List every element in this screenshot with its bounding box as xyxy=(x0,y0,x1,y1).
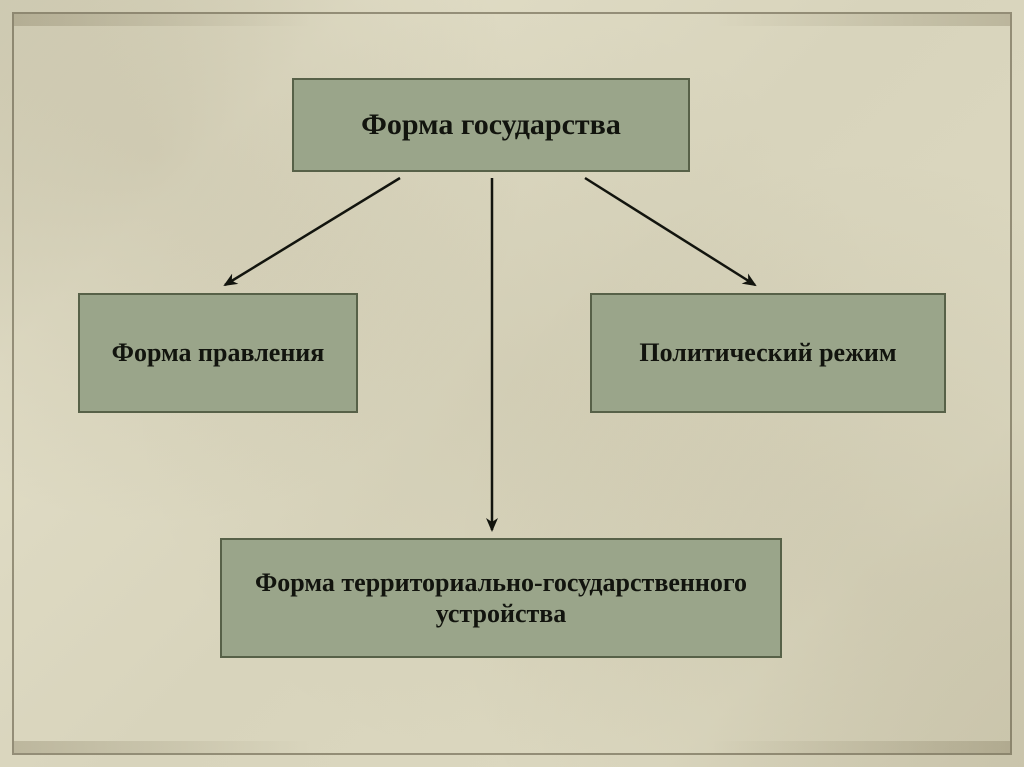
node-bottom-label: Форма территориально-государственного ус… xyxy=(240,567,762,629)
node-root-label: Форма государства xyxy=(361,107,621,143)
slide: Форма государства Форма правления Полити… xyxy=(0,0,1024,767)
node-root: Форма государства xyxy=(292,78,690,172)
arrow xyxy=(225,178,400,285)
node-right-label: Политический режим xyxy=(639,337,896,368)
node-right: Политический режим xyxy=(590,293,946,413)
arrow xyxy=(585,178,755,285)
node-left-label: Форма правления xyxy=(112,337,325,368)
node-left: Форма правления xyxy=(78,293,358,413)
node-bottom: Форма территориально-государственного ус… xyxy=(220,538,782,658)
